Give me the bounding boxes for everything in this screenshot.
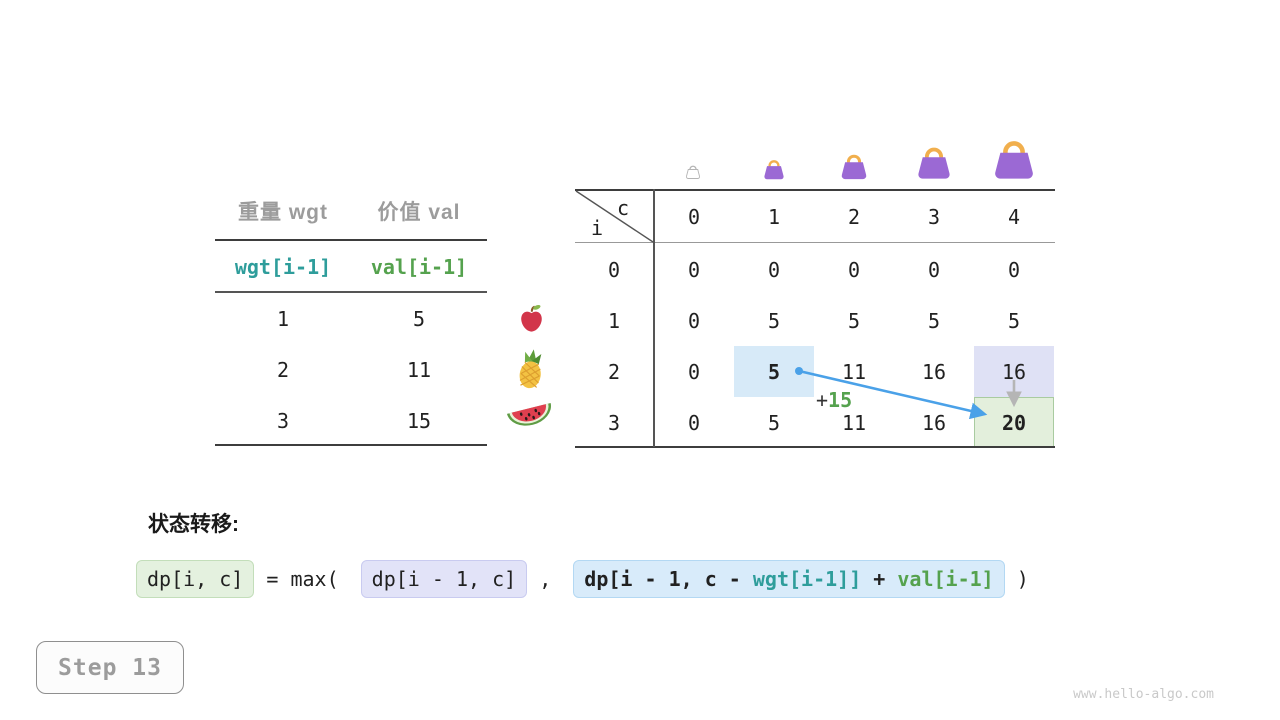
pineapple-icon <box>512 348 550 394</box>
dp-cell-1-4: 5 <box>1007 308 1021 333</box>
formula-arg2: dp[i - 1, c - wgt[i-1]] + val[i-1] <box>573 560 1005 598</box>
item-weight-3: 3 <box>276 409 290 433</box>
items-table-rule-bottom <box>215 444 487 446</box>
items-table-header-weight: 重量 wgt <box>238 201 328 224</box>
state-transition-heading: 状态转移: <box>148 513 239 536</box>
dp-cell-2-1: 5 <box>767 359 781 384</box>
item-value-3: 15 <box>406 409 432 433</box>
dp-col-header-4: 4 <box>1007 204 1021 229</box>
item-weight-2: 2 <box>276 358 290 382</box>
items-table-var-wgt: wgt[i-1] <box>234 255 332 279</box>
formula-arg2-wgt: wgt[i-1]] <box>752 567 862 591</box>
items-table-header-value: 价值 val <box>377 201 461 224</box>
items-table-rule-mid <box>215 291 487 293</box>
formula-comma: , <box>527 567 564 591</box>
item-value-1: 5 <box>412 307 426 331</box>
dp-col-header-0: 0 <box>687 204 701 229</box>
items-table-var-val: val[i-1] <box>370 255 468 279</box>
dp-corner-row-var: i <box>591 216 604 240</box>
dp-col-header-2: 2 <box>847 204 861 229</box>
watermark: www.hello-algo.com <box>1073 687 1214 702</box>
formula-arg2-dp: dp[i - 1, c - <box>584 567 753 591</box>
dp-corner-diagonal <box>575 190 654 243</box>
dp-cell-1-1: 5 <box>767 308 781 333</box>
formula-max-open: max( <box>290 567 351 591</box>
formula-arg1: dp[i - 1, c] <box>360 560 528 598</box>
state-transition-formula: dp[i, c] = max( dp[i - 1, c] , dp[i - 1,… <box>136 560 1029 598</box>
apple-icon <box>516 302 547 338</box>
bag-icon-capacity-2 <box>839 152 869 184</box>
dp-cell-2-3: 16 <box>921 359 947 384</box>
dp-cell-0-0: 0 <box>687 257 701 282</box>
item-value-2: 11 <box>406 358 432 382</box>
bag-icon-capacity-0 <box>685 164 701 183</box>
plus-sign: + <box>816 388 829 412</box>
dp-cell-2-0: 0 <box>687 359 701 384</box>
dp-table-rule-vertical <box>653 189 655 447</box>
transition-add-label: +15 <box>816 388 852 412</box>
dp-cell-1-0: 0 <box>687 308 701 333</box>
dp-col-header-1: 1 <box>767 204 781 229</box>
dp-cell-3-4: 20 <box>1001 410 1027 435</box>
dp-cell-3-0: 0 <box>687 410 701 435</box>
bag-icon-capacity-3 <box>915 144 953 184</box>
dp-table-rule-top <box>575 189 1055 191</box>
dp-row-header-2: 2 <box>607 359 621 384</box>
dp-cell-0-2: 0 <box>847 257 861 282</box>
dp-cell-0-4: 0 <box>1007 257 1021 282</box>
dp-cell-3-1: 5 <box>767 410 781 435</box>
dp-table-rule-bottom <box>575 446 1055 448</box>
formula-close-paren: ) <box>1004 567 1029 591</box>
dp-cell-1-2: 5 <box>847 308 861 333</box>
formula-lhs: dp[i, c] <box>136 560 255 598</box>
dp-cell-2-4: 16 <box>1001 359 1027 384</box>
dp-row-header-3: 3 <box>607 410 621 435</box>
formula-arg2-plus: + <box>861 567 898 591</box>
items-table-rule-top <box>215 239 487 241</box>
add-value: 15 <box>828 388 853 412</box>
formula-arg2-val: val[i-1] <box>897 567 994 591</box>
dp-col-header-3: 3 <box>927 204 941 229</box>
dp-row-header-0: 0 <box>607 257 621 282</box>
step-badge: Step 13 <box>36 641 184 694</box>
dp-cell-1-3: 5 <box>927 308 941 333</box>
dp-cell-0-1: 0 <box>767 257 781 282</box>
watermelon-icon <box>505 398 555 440</box>
dp-corner-col-var: c <box>617 196 630 220</box>
bag-icon-capacity-4 <box>991 137 1037 184</box>
dp-cell-3-3: 16 <box>921 410 947 435</box>
dp-table-rule-header <box>575 242 1055 243</box>
dp-cell-0-3: 0 <box>927 257 941 282</box>
formula-equals: = <box>254 567 291 591</box>
bag-icon-capacity-1 <box>762 158 786 184</box>
item-weight-1: 1 <box>276 307 290 331</box>
dp-row-header-1: 1 <box>607 308 621 333</box>
